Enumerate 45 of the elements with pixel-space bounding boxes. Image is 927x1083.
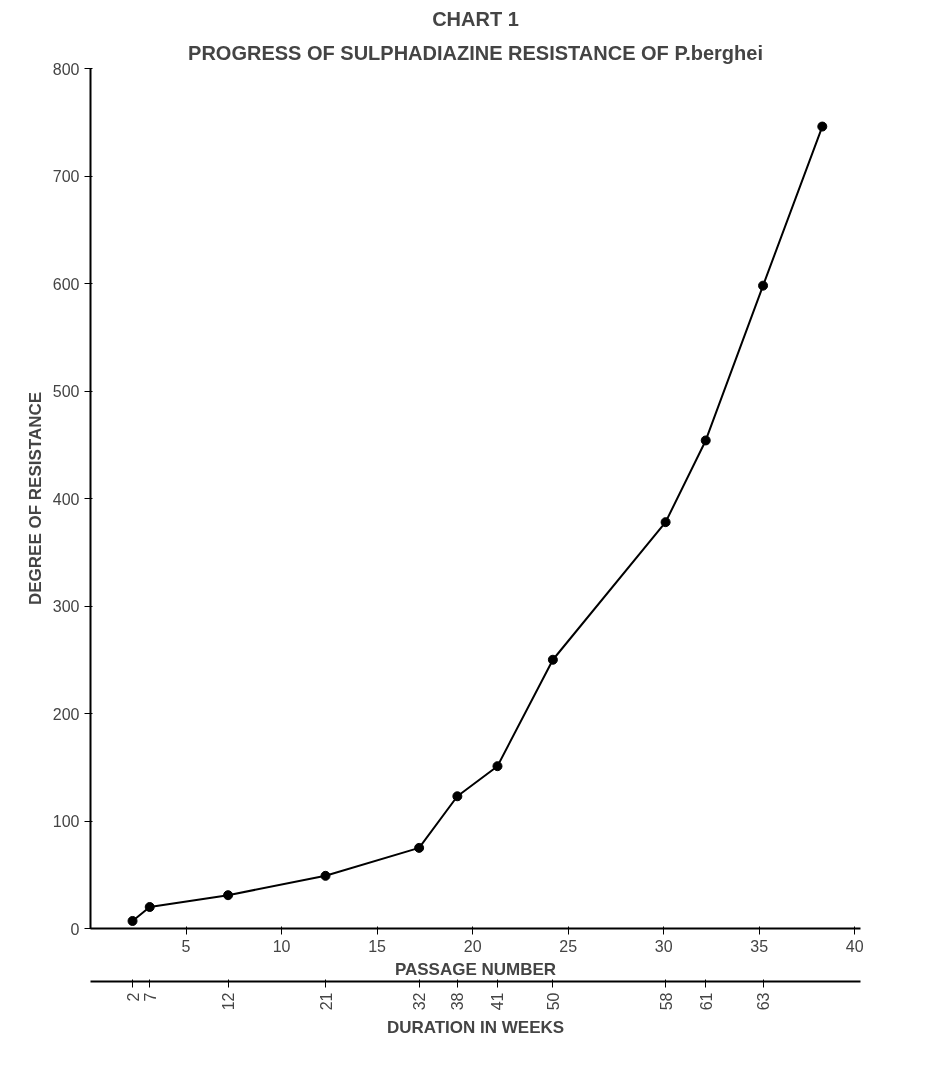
x-tick-label: 25 [559, 937, 578, 955]
text: 7 [141, 992, 159, 1002]
chart-title: CHART 1 [432, 7, 519, 30]
x-tick-label: 35 [750, 937, 769, 955]
x-tick-label: 15 [368, 937, 387, 955]
y-tick-label: 500 [52, 383, 80, 400]
x-tick-label: 20 [463, 937, 482, 955]
y-tick-label: 300 [52, 598, 80, 615]
point [700, 435, 711, 446]
text: 12 [220, 992, 238, 1011]
chart-subtitle: PROGRESS OF SULPHADIAZINE RESISTANCE OF P.berghei [188, 41, 763, 64]
point [492, 761, 503, 772]
text: 2 [124, 992, 142, 1002]
text: 38 [449, 992, 467, 1011]
text: 58 [657, 992, 675, 1011]
point [660, 517, 671, 528]
y-axis-title: DEGREE OF RESISTANCE [25, 391, 45, 606]
x-tick-label: 40 [845, 937, 864, 955]
text: 21 [317, 992, 335, 1011]
y-tick-label: 400 [52, 490, 80, 508]
point [414, 842, 425, 853]
text: 50 [544, 992, 562, 1011]
point [817, 121, 828, 132]
y-tick-label: 200 [52, 705, 80, 723]
text: 41 [489, 992, 507, 1011]
y-tick-label: 0 [70, 920, 80, 938]
y-tick-label: 600 [52, 275, 80, 293]
text: 63 [755, 992, 773, 1011]
y-tick-label: 800 [52, 60, 80, 78]
text: 61 [697, 992, 715, 1011]
y-tick-label: 100 [52, 813, 80, 830]
text: 32 [411, 992, 429, 1011]
point [452, 791, 463, 802]
x-axis-title: PASSAGE NUMBER [394, 959, 557, 979]
x-tick-label: 10 [272, 937, 291, 955]
point [547, 654, 558, 665]
y-tick-label: 700 [52, 168, 80, 185]
x2-axis-title: DURATION IN WEEKS [386, 1018, 565, 1038]
point [144, 902, 155, 912]
x-tick-label: 30 [654, 937, 673, 955]
point [758, 280, 769, 291]
point [320, 870, 331, 881]
point [127, 915, 138, 926]
point [223, 890, 234, 901]
x-tick-label: 5 [181, 937, 191, 955]
